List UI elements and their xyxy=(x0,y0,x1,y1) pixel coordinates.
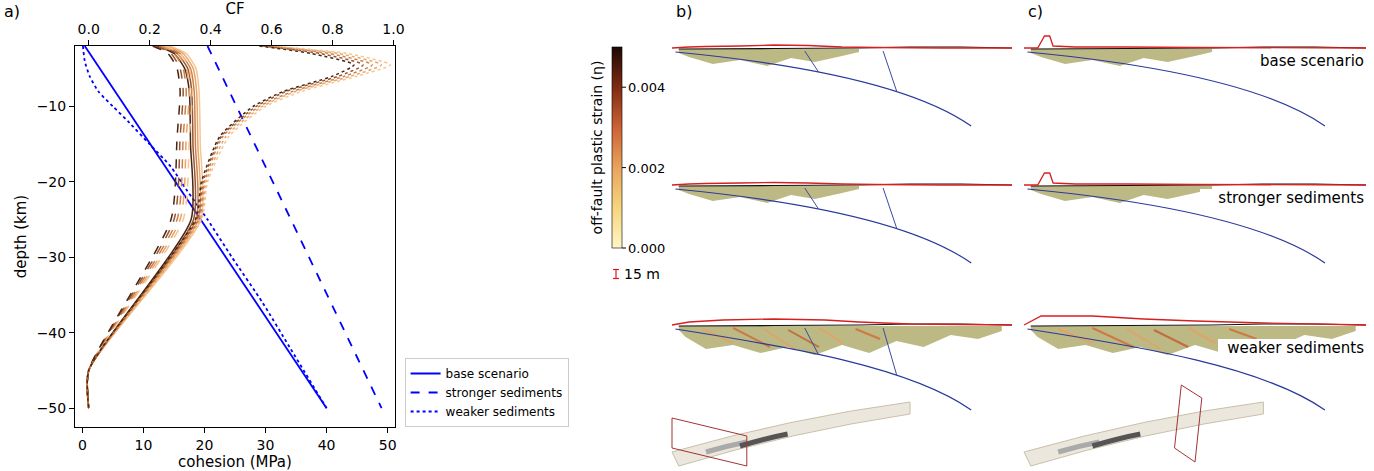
svg-text:0.4: 0.4 xyxy=(199,21,221,37)
svg-text:cohesion (MPa): cohesion (MPa) xyxy=(178,453,292,471)
svg-text:0.6: 0.6 xyxy=(260,21,282,37)
svg-text:0.8: 0.8 xyxy=(321,21,343,37)
svg-text:−30: −30 xyxy=(37,249,67,265)
svg-text:stronger sediments: stronger sediments xyxy=(446,386,563,400)
html-text:c): c) xyxy=(1028,2,1043,21)
svg-text:0.0: 0.0 xyxy=(78,21,100,37)
svg-text:10: 10 xyxy=(134,437,152,453)
svg-text:40: 40 xyxy=(318,437,336,453)
svg-text:−20: −20 xyxy=(37,174,67,190)
svg-text:depth (km): depth (km) xyxy=(12,195,30,278)
html-text:a): a) xyxy=(4,2,20,21)
svg-text:0: 0 xyxy=(78,437,87,453)
svg-text:weaker sediments: weaker sediments xyxy=(1227,339,1364,357)
svg-text:stronger sediments: stronger sediments xyxy=(1218,189,1364,207)
svg-text:30: 30 xyxy=(257,437,275,453)
svg-text:CF: CF xyxy=(225,0,244,18)
html-text:b): b) xyxy=(676,2,693,21)
svg-text:base scenario: base scenario xyxy=(446,367,529,381)
svg-text:−40: −40 xyxy=(37,325,67,341)
svg-text:base scenario: base scenario xyxy=(1260,52,1364,70)
svg-text:−10: −10 xyxy=(37,98,67,114)
svg-text:weaker sediments: weaker sediments xyxy=(446,405,555,419)
svg-text:−50: −50 xyxy=(37,400,67,416)
svg-text:1.0: 1.0 xyxy=(382,21,404,37)
svg-text:20: 20 xyxy=(196,437,214,453)
svg-text:0.2: 0.2 xyxy=(139,21,161,37)
svg-text:50: 50 xyxy=(379,437,397,453)
svg-text:0.004: 0.004 xyxy=(628,80,665,95)
svg-text:15 m: 15 m xyxy=(624,266,660,282)
svg-text:off-fault plastic strain (η): off-fault plastic strain (η) xyxy=(589,61,605,235)
svg-text:0.002: 0.002 xyxy=(628,161,665,176)
svg-text:0.000: 0.000 xyxy=(628,241,665,256)
